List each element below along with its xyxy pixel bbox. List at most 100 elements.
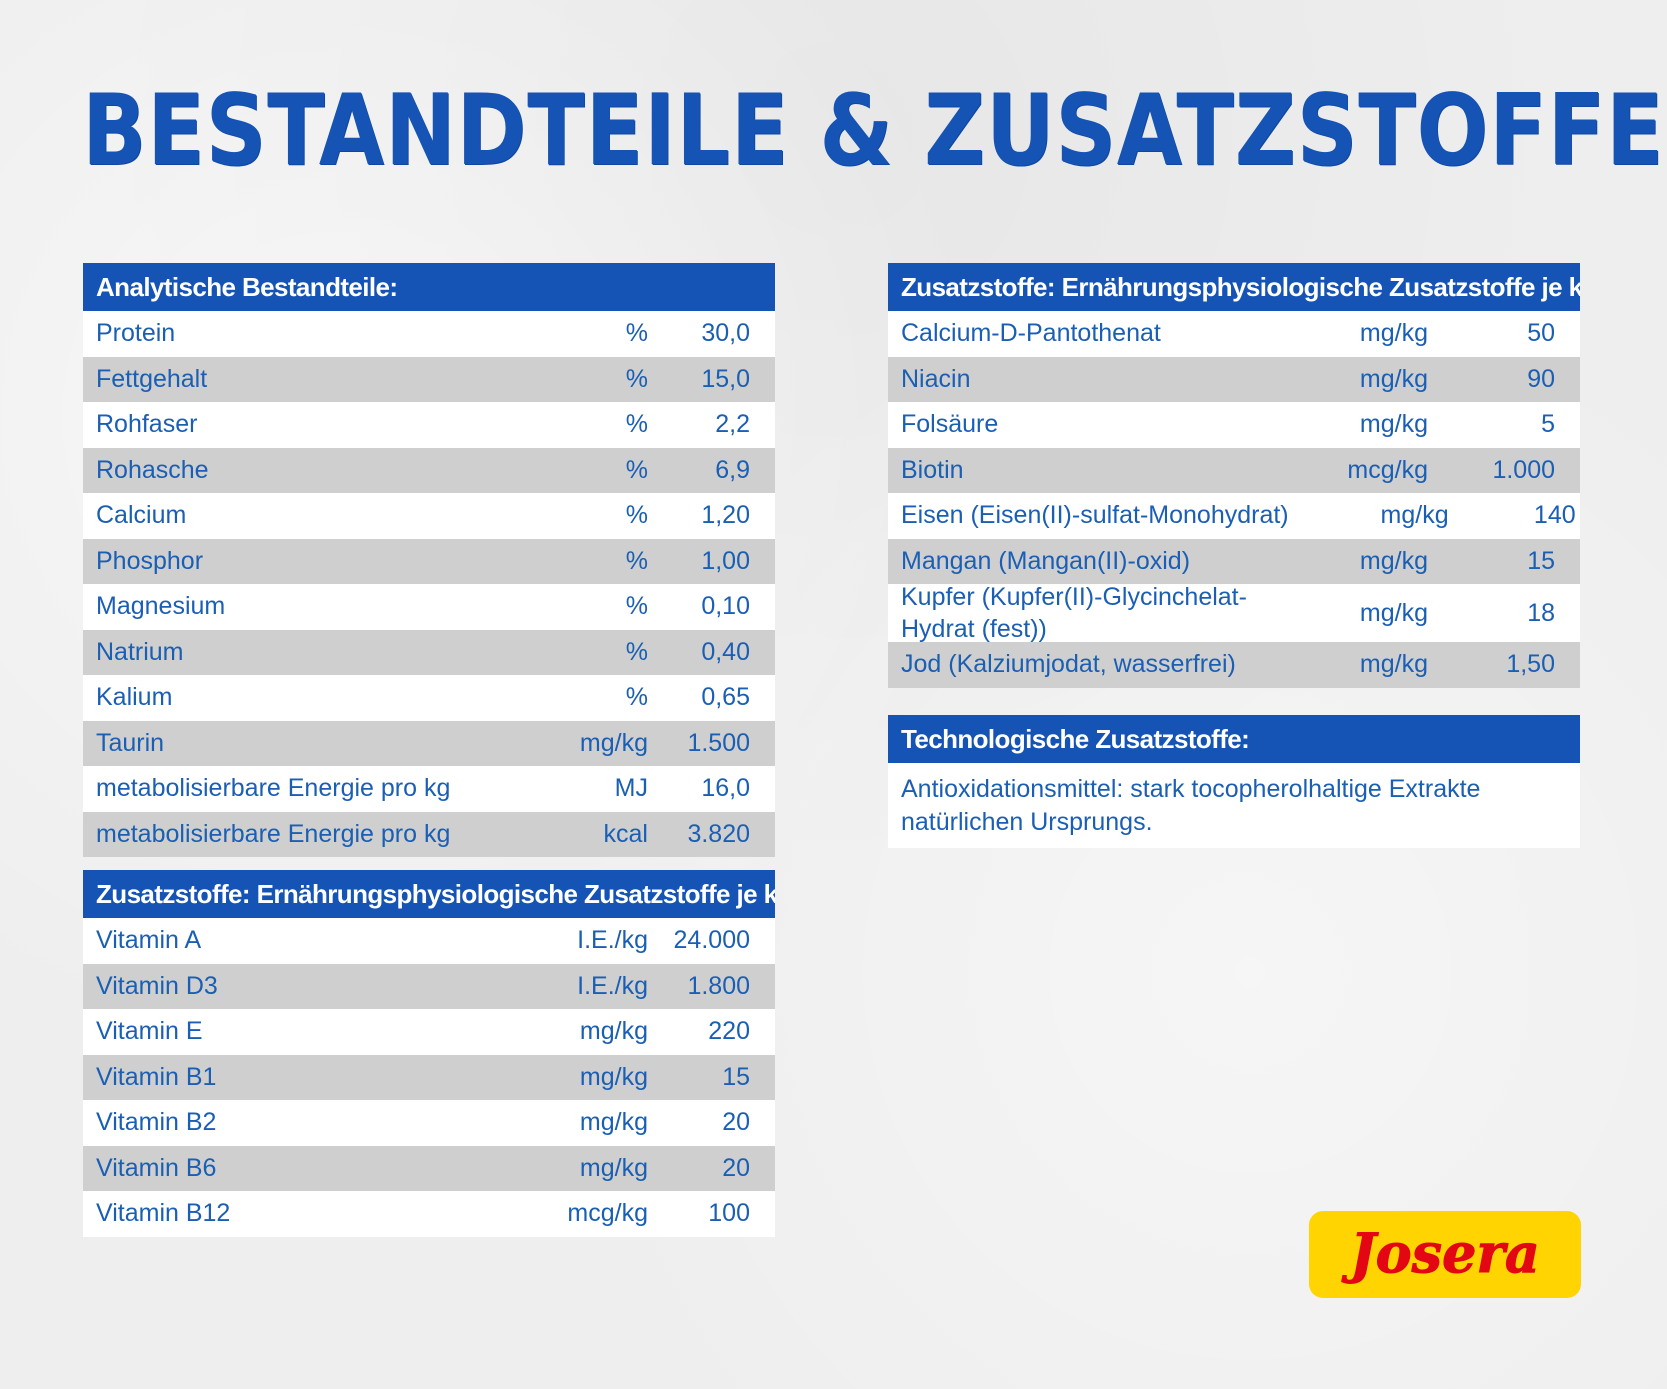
row-name: Calcium-D-Pantothenat (901, 319, 1161, 348)
row-value: 3.820 (687, 819, 750, 848)
row-unit: kcal (603, 819, 648, 848)
table-row: Vitamin D3 I.E./kg 1.800 (83, 963, 775, 1009)
table-row: Rohfaser% 2,2 (83, 402, 775, 448)
row-value: 15 (1527, 546, 1555, 575)
row-value: 1,00 (701, 546, 750, 575)
table-row: Taurin mg/kg 1.500 (83, 720, 775, 766)
table-row: Fettgehalt% 15,0 (83, 356, 775, 402)
row-value: 1,20 (701, 501, 750, 530)
row-name: Kupfer (Kupfer(II)-Glycinchelat-Hydrat (… (901, 583, 1247, 643)
row-value: 100 (708, 1199, 750, 1228)
logo-text: Josera (1341, 1221, 1540, 1285)
row-value: 18 (1527, 599, 1555, 627)
row-name: Calcium (96, 501, 187, 530)
row-unit: mg/kg (1359, 319, 1428, 348)
table-row: Folsäure mg/kg 5 (888, 402, 1580, 448)
technological-text: Antioxidationsmittel: stark tocopherolha… (888, 763, 1580, 848)
row-name: metabolisierbare Energie pro kg (96, 819, 451, 848)
row-name: metabolisierbare Energie pro kg (96, 774, 451, 803)
row-name: Taurin (96, 728, 165, 757)
row-unit: % (625, 501, 648, 530)
row-unit: % (625, 410, 648, 439)
row-name: Protein (96, 319, 176, 348)
row-value: 15,0 (701, 364, 750, 393)
page-title: BESTANDTEILE & ZUSATZSTOFFE (82, 74, 1665, 188)
row-value: 20 (722, 1108, 750, 1137)
row-unit: % (625, 364, 648, 393)
row-unit: mg/kg (1359, 599, 1428, 627)
row-unit: I.E./kg (577, 926, 648, 955)
row-name: Vitamin B6 (96, 1153, 217, 1182)
row-unit: mg/kg (1359, 410, 1428, 439)
row-value: 2,2 (715, 410, 750, 439)
row-unit: mg/kg (1359, 364, 1428, 393)
analytical-table: Analytische Bestandteile: Protein% 30,0 Fe… (83, 263, 775, 857)
row-unit: mcg/kg (1347, 455, 1428, 484)
table-row: Jod (Kalziumjodat, wasserfrei) mg/kg 1,50 (888, 642, 1580, 688)
row-unit: mg/kg (579, 1108, 648, 1137)
row-value: 140 (1533, 501, 1576, 530)
row-value: 0,40 (701, 637, 750, 666)
table-row: Protein% 30,0 (83, 311, 775, 357)
row-unit: % (625, 455, 648, 484)
table-row: Magnesium% 0,10 (83, 584, 775, 630)
row-name: Eisen (Eisen(II)-sulfat-Monohydrat) (901, 501, 1289, 530)
row-value: 0,10 (701, 592, 750, 621)
table-row: Phosphor% 1,00 (83, 538, 775, 584)
row-unit: % (625, 637, 648, 666)
josera-logo-wordmark: Josera (1341, 1220, 1541, 1285)
row-unit: mg/kg (1359, 546, 1428, 575)
table-row: Eisen (Eisen(II)-sulfat-Monohydrat) mg/kg… (888, 493, 1580, 539)
row-value: 1,50 (1506, 650, 1555, 679)
row-name: Vitamin D3 (96, 971, 218, 1000)
table-row: Vitamin B6 mg/kg 20 (83, 1145, 775, 1191)
row-unit: MJ (614, 774, 648, 803)
row-name: Vitamin A (96, 926, 202, 955)
row-unit: mg/kg (579, 1062, 648, 1091)
row-unit: % (625, 683, 648, 712)
table-row: Mangan (Mangan(II)-oxid) mg/kg 15 (888, 538, 1580, 584)
row-unit: mcg/kg (567, 1199, 648, 1228)
row-name: Rohfaser (96, 410, 198, 439)
table-row: Natrium% 0,40 (83, 629, 775, 675)
row-name: Fettgehalt (96, 364, 208, 393)
row-name: Folsäure (901, 410, 999, 439)
row-name: Vitamin B1 (96, 1062, 217, 1091)
minerals-rows: Calcium-D-Pantothenat mg/kg 50 Niacin mg/kg 9… (888, 311, 1580, 688)
vitamins-table-header: Zusatzstoffe: Ernährungsphysiologische Z… (83, 870, 775, 918)
row-unit: I.E./kg (577, 971, 648, 1000)
row-value: 220 (708, 1017, 750, 1046)
table-row: Vitamin B1 mg/kg 15 (83, 1054, 775, 1100)
table-row: Calcium-D-Pantothenat mg/kg 50 (888, 311, 1580, 357)
table-row: metabolisierbare Energie pro kg MJ 16,0 (83, 766, 775, 812)
row-value: 6,9 (715, 455, 750, 484)
table-row: Vitamin B12 mcg/kg 100 (83, 1191, 775, 1237)
row-name: Biotin (901, 455, 964, 484)
row-name: Vitamin E (96, 1017, 203, 1046)
table-row: Kalium% 0,65 (83, 675, 775, 721)
josera-logo: Josera (1309, 1211, 1581, 1298)
row-unit: % (625, 546, 648, 575)
row-value: 15 (722, 1062, 750, 1091)
row-unit: mg/kg (579, 728, 648, 757)
minerals-table: Zusatzstoffe: Ernährungsphysiologische Z… (888, 263, 1580, 688)
row-name: Mangan (Mangan(II)-oxid) (901, 546, 1191, 575)
row-value: 30,0 (701, 319, 750, 348)
table-row: Rohasche% 6,9 (83, 447, 775, 493)
vitamins-table: Zusatzstoffe: Ernährungsphysiologische Z… (83, 870, 775, 1237)
analytical-table-header: Analytische Bestandteile: (83, 263, 775, 311)
row-value: 0,65 (701, 683, 750, 712)
row-name: Kalium (96, 683, 173, 712)
row-unit: mg/kg (579, 1153, 648, 1182)
row-unit: mg/kg (1359, 650, 1428, 679)
vitamins-rows: Vitamin A I.E./kg 24.000 Vitamin D3 I.E./kg 1… (83, 918, 775, 1237)
row-name: Magnesium (96, 592, 226, 621)
row-name: Vitamin B2 (96, 1108, 217, 1137)
row-value: 1.500 (687, 728, 750, 757)
table-row: Vitamin A I.E./kg 24.000 (83, 918, 775, 964)
table-row: Vitamin B2 mg/kg 20 (83, 1100, 775, 1146)
technological-box: Technologische Zusatzstoffe: Antioxidati… (888, 715, 1580, 848)
row-unit: % (625, 319, 648, 348)
table-row: Vitamin E mg/kg 220 (83, 1009, 775, 1055)
row-value: 20 (722, 1153, 750, 1182)
